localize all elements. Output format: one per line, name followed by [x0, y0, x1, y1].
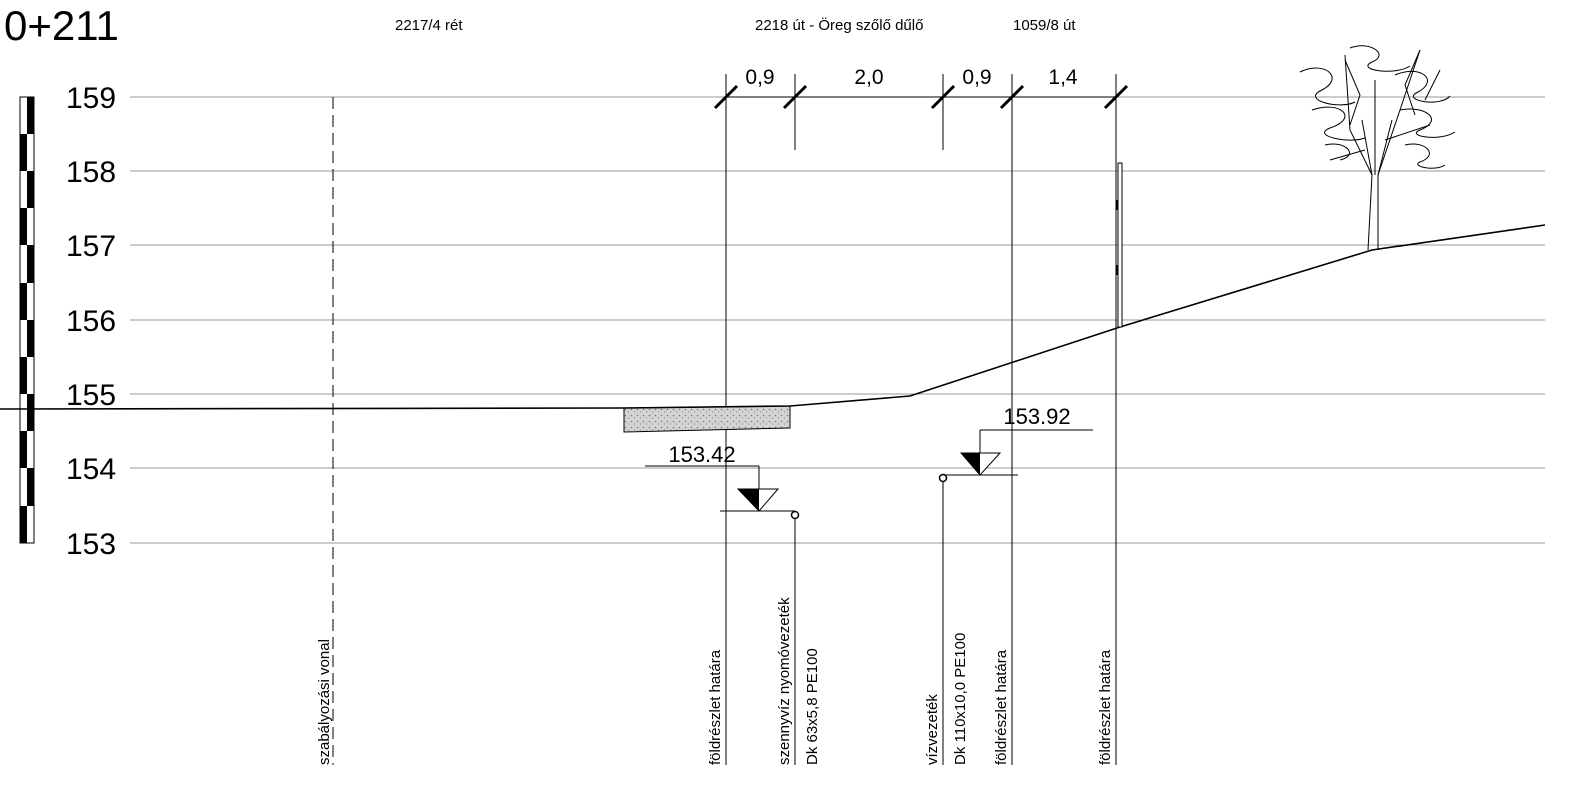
dimension-tick-1 — [713, 84, 739, 110]
scale-bar — [19, 96, 35, 544]
tree-icon — [1299, 45, 1456, 251]
elevation-label-159: 159 — [66, 82, 116, 115]
road-pavement — [623, 405, 791, 433]
label-parcel-border-3: földrészlet határa — [1097, 649, 1114, 765]
dimension-tick-2 — [782, 84, 808, 110]
label-parcel-border-2: földrészlet határa — [993, 649, 1010, 765]
dimension-tick-3 — [930, 84, 956, 110]
elevation-label-155: 155 — [66, 379, 116, 412]
water-level-marker: 153.92 — [938, 404, 1093, 765]
elevation-label-154: 154 — [66, 453, 116, 486]
width-dimensions: 0,9 2,0 0,9 1,4 — [713, 66, 1129, 150]
water-pipe-icon — [938, 473, 948, 483]
elevation-grid — [130, 96, 1545, 544]
fence-post — [1116, 162, 1123, 328]
parcel-label-right: 1059/8 út — [1013, 17, 1076, 34]
elevation-labels: 159 158 157 156 155 154 153 — [66, 82, 116, 561]
sewer-level-label: 153.42 — [668, 442, 735, 467]
terrain-profile — [0, 224, 1546, 410]
sewer-pipe-icon — [790, 510, 800, 520]
dimension-label-4: 1,4 — [1048, 66, 1078, 89]
station-title: 0+211 — [4, 2, 119, 49]
dimension-tick-5 — [1103, 84, 1129, 110]
dimension-tick-4 — [999, 84, 1025, 110]
water-level-label: 153.92 — [1003, 404, 1070, 429]
label-water-pipe-name: vízvezeték — [924, 694, 941, 765]
elevation-label-158: 158 — [66, 156, 116, 189]
label-regulation-line: szabályozási vonal — [316, 639, 333, 765]
sewer-level-marker: 153.42 — [645, 442, 800, 765]
parcel-label-left: 2217/4 rét — [395, 17, 463, 34]
label-sewer-pipe-spec: Dk 63x5,8 PE100 — [804, 648, 821, 765]
dimension-label-1: 0,9 — [745, 66, 774, 89]
label-sewer-pipe-name: szennyvíz nyomóvezeték — [776, 597, 793, 765]
dimension-label-2: 2,0 — [854, 66, 883, 89]
parcel-label-road: 2218 út - Öreg szőlő dűlő — [755, 16, 923, 34]
elevation-label-157: 157 — [66, 230, 116, 263]
dimension-label-3: 0,9 — [962, 66, 991, 89]
label-parcel-border-1: földrészlet határa — [707, 649, 724, 765]
elevation-label-156: 156 — [66, 305, 116, 338]
label-water-pipe-spec: Dk 110x10,0 PE100 — [952, 633, 969, 765]
elevation-label-153: 153 — [66, 528, 116, 561]
